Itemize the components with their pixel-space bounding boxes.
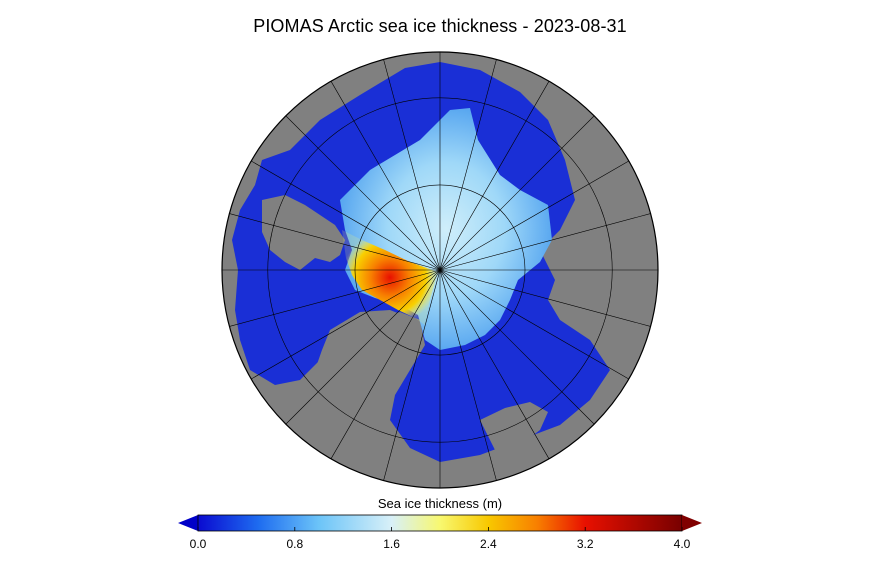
meridian-line bbox=[439, 213, 651, 271]
meridian-line bbox=[439, 269, 651, 327]
meridian-line bbox=[330, 269, 441, 459]
meridian-line bbox=[439, 81, 550, 271]
meridian-line bbox=[439, 269, 497, 481]
colorbar-tick-label: 2.4 bbox=[480, 537, 497, 551]
colorbar-ticks bbox=[197, 527, 683, 531]
colorbar-tick-label: 3.2 bbox=[576, 537, 594, 551]
map-title: PIOMAS Arctic sea ice thickness - 2023-0… bbox=[253, 16, 627, 36]
colorbar-bar bbox=[197, 514, 683, 532]
colorbar bbox=[178, 514, 702, 532]
colorbar-over-arrow bbox=[682, 515, 702, 531]
meridian-line bbox=[383, 269, 441, 481]
colorbar-tick-label: 1.6 bbox=[383, 537, 400, 551]
greenland-land bbox=[290, 310, 420, 450]
colorbar-under-arrow bbox=[178, 515, 198, 531]
map-disc bbox=[222, 52, 658, 488]
map-boundary bbox=[221, 51, 659, 489]
colorbar-label: Sea ice thickness (m) bbox=[377, 496, 503, 511]
meridian-line bbox=[330, 81, 441, 271]
meridian-line bbox=[285, 269, 441, 425]
meridian-line bbox=[439, 269, 629, 380]
parallel-circle bbox=[267, 97, 613, 443]
colorbar-tick-label: 0.0 bbox=[189, 537, 207, 551]
meridian-line bbox=[285, 115, 441, 271]
colorbar-tick-label: 0.8 bbox=[286, 537, 304, 551]
parallel-circle bbox=[354, 184, 526, 356]
meridian-line bbox=[251, 160, 441, 271]
meridian-line bbox=[229, 213, 441, 271]
meridian-line bbox=[439, 269, 550, 459]
canadian-archipelago-land bbox=[262, 195, 345, 270]
meridian-line bbox=[439, 160, 629, 271]
graticule bbox=[222, 52, 658, 488]
meridian-line bbox=[439, 115, 595, 271]
meridian-line bbox=[439, 59, 497, 271]
meridian-line bbox=[439, 269, 595, 425]
scandinavia-land bbox=[480, 402, 548, 450]
meridian-line bbox=[229, 269, 441, 327]
colorbar-tick-label: 4.0 bbox=[673, 537, 691, 551]
sea-ice-thick bbox=[342, 230, 438, 325]
meridian-line bbox=[251, 269, 441, 380]
meridian-line bbox=[383, 59, 441, 271]
